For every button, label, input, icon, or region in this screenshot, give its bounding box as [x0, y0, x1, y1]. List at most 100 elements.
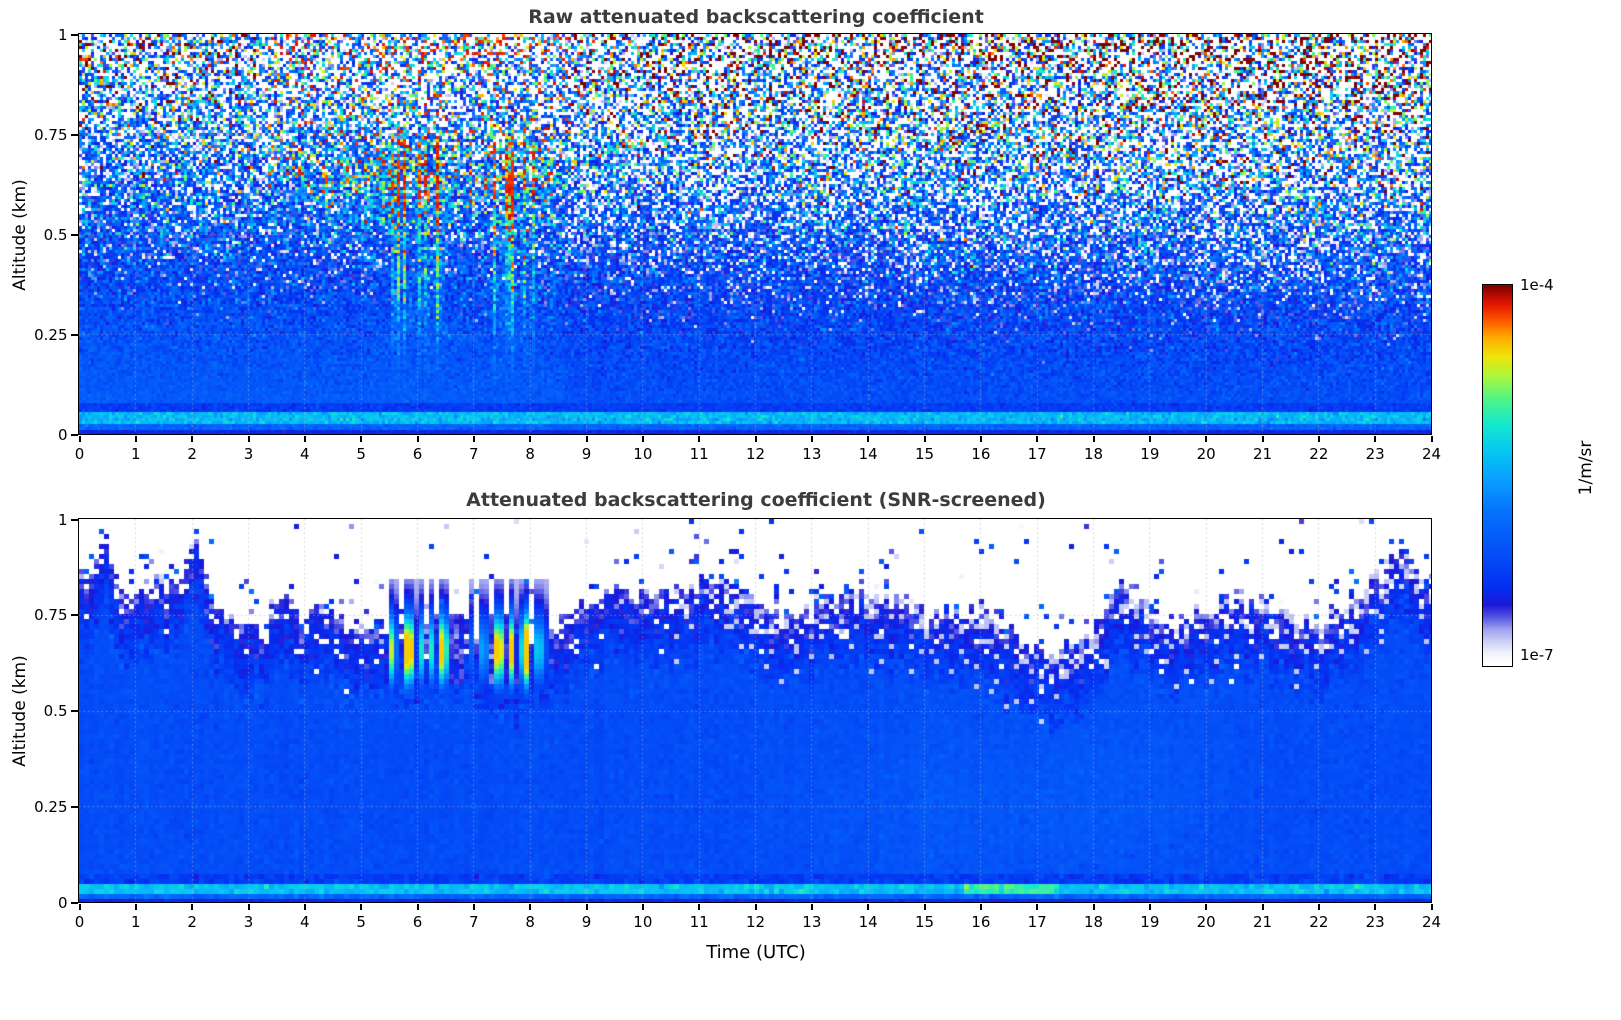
raw-panel-title: Raw attenuated backscattering coefficien… — [528, 6, 984, 28]
x-tick-mark — [416, 904, 419, 910]
x-tick-label: 18 — [1083, 912, 1104, 931]
y-tick-mark — [71, 333, 78, 336]
x-tick-mark — [1430, 436, 1433, 442]
x-tick-mark — [247, 436, 250, 442]
x-tick-mark — [810, 904, 813, 910]
y-tick-mark — [71, 433, 78, 436]
x-tick-mark — [1148, 436, 1151, 442]
x-tick-label: 11 — [689, 912, 709, 931]
x-tick-mark — [867, 904, 870, 910]
x-tick-mark — [1261, 904, 1264, 910]
x-tick-mark — [472, 436, 475, 442]
colorbar — [1482, 284, 1513, 667]
x-tick-label: 19 — [1140, 912, 1160, 931]
y-tick-mark — [71, 518, 78, 521]
x-tick-label: 14 — [858, 912, 878, 931]
x-tick-label: 10 — [633, 444, 653, 463]
x-tick-label: 1 — [131, 912, 141, 931]
x-tick-mark — [1261, 436, 1264, 442]
x-tick-mark — [1374, 436, 1377, 442]
x-tick-mark — [360, 904, 363, 910]
x-tick-label: 9 — [581, 912, 592, 931]
x-tick-label: 4 — [300, 912, 310, 931]
y-tick-mark — [71, 233, 78, 236]
x-tick-mark — [78, 436, 81, 442]
x-axis-label: Time (UTC) — [706, 942, 806, 963]
x-tick-mark — [867, 436, 870, 442]
x-tick-label: 17 — [1027, 912, 1047, 931]
x-tick-label: 10 — [633, 912, 653, 931]
x-tick-label: 18 — [1083, 444, 1104, 463]
x-tick-label: 8 — [525, 444, 535, 463]
x-tick-mark — [303, 904, 306, 910]
x-tick-mark — [1205, 436, 1208, 442]
y-tick-mark — [71, 33, 78, 36]
screened-heatmap-canvas — [79, 519, 1431, 902]
x-tick-label: 24 — [1421, 912, 1442, 931]
x-tick-mark — [1205, 904, 1208, 910]
x-tick-mark — [810, 436, 813, 442]
y-tick-label: 0 — [57, 425, 68, 444]
x-tick-mark — [1317, 436, 1320, 442]
x-tick-label: 7 — [469, 912, 479, 931]
y-tick-mark — [71, 710, 78, 712]
x-tick-label: 19 — [1140, 444, 1160, 463]
raw-heatmap-canvas — [79, 34, 1431, 434]
x-tick-label: 17 — [1027, 444, 1047, 463]
x-tick-mark — [1092, 436, 1095, 442]
y-tick-label: 0.25 — [34, 797, 68, 816]
x-tick-label: 12 — [745, 912, 766, 931]
y-tick-label: 1 — [57, 510, 68, 529]
x-tick-mark — [754, 904, 757, 910]
y-tick-mark — [71, 805, 78, 808]
x-tick-label: 14 — [858, 444, 878, 463]
x-tick-label: 3 — [243, 444, 254, 463]
y-tick-label: 0.5 — [43, 225, 68, 244]
x-tick-label: 6 — [412, 444, 423, 463]
x-tick-mark — [472, 904, 475, 910]
colorbar-max-label: 1e-4 — [1520, 276, 1554, 294]
colorbar-canvas — [1483, 285, 1512, 662]
x-tick-mark — [641, 436, 644, 442]
x-tick-label: 1 — [131, 444, 141, 463]
screened-heatmap-plot — [78, 518, 1432, 903]
colorbar-min-label: 1e-7 — [1520, 646, 1554, 664]
colorbar-unit-label: 1/m/sr — [1576, 440, 1596, 496]
y-tick-label: 0.75 — [34, 606, 68, 625]
x-tick-label: 13 — [802, 912, 822, 931]
x-tick-mark — [416, 436, 419, 442]
x-tick-mark — [1092, 904, 1095, 910]
x-tick-label: 21 — [1252, 912, 1273, 931]
x-tick-mark — [191, 904, 194, 910]
x-tick-mark — [191, 436, 194, 442]
x-tick-label: 4 — [300, 444, 310, 463]
x-tick-mark — [923, 904, 926, 910]
x-tick-label: 22 — [1309, 912, 1329, 931]
x-tick-mark — [529, 904, 532, 910]
x-tick-mark — [979, 436, 982, 442]
x-tick-mark — [698, 436, 701, 442]
x-tick-label: 9 — [581, 444, 592, 463]
y-tick-label: 0.5 — [43, 702, 68, 720]
x-tick-label: 5 — [356, 444, 366, 463]
x-tick-label: 5 — [356, 912, 366, 931]
x-tick-mark — [134, 904, 137, 910]
y-tick-mark — [71, 901, 78, 904]
x-tick-label: 0 — [74, 444, 85, 463]
x-tick-mark — [134, 436, 137, 442]
x-tick-mark — [979, 904, 982, 910]
x-tick-label: 15 — [914, 444, 935, 463]
x-tick-mark — [1036, 436, 1039, 442]
x-tick-label: 16 — [971, 444, 991, 463]
x-tick-mark — [641, 904, 644, 910]
x-tick-label: 21 — [1252, 444, 1273, 463]
x-tick-label: 24 — [1421, 444, 1442, 463]
x-tick-label: 22 — [1309, 444, 1329, 463]
screened-panel-title: Attenuated backscattering coefficient (S… — [466, 489, 1046, 511]
x-tick-label: 11 — [689, 444, 709, 463]
x-tick-mark — [1317, 904, 1320, 910]
x-tick-label: 23 — [1365, 912, 1385, 931]
x-tick-label: 7 — [469, 444, 479, 463]
x-tick-mark — [247, 904, 250, 910]
